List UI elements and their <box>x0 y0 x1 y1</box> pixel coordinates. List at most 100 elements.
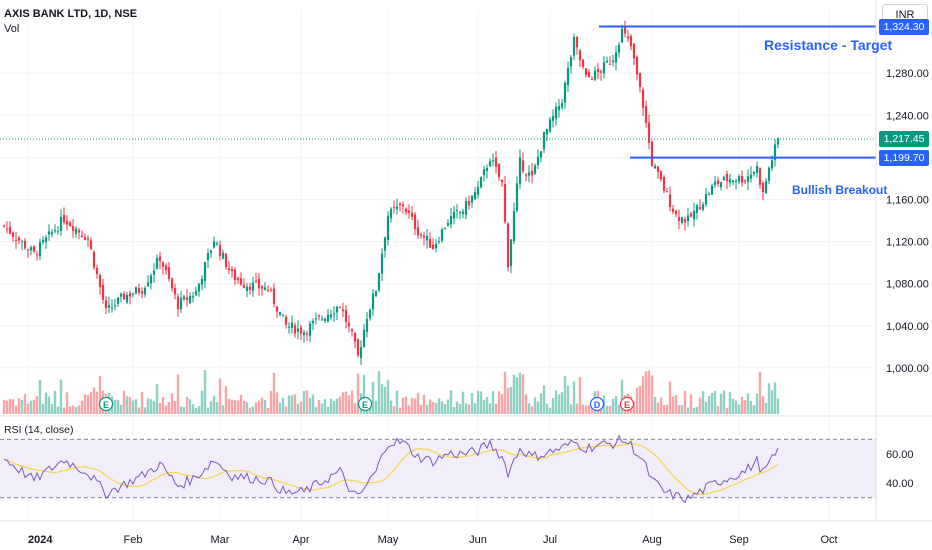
candle-body <box>494 157 498 167</box>
candle-body <box>749 174 753 179</box>
candle-body <box>746 176 750 182</box>
volume-bar <box>338 396 342 414</box>
price-tick-label: 1,160.00 <box>886 194 929 206</box>
candle-body <box>674 210 678 215</box>
candle-body <box>551 116 555 121</box>
volume-bar <box>506 387 510 414</box>
volume-bar <box>770 390 774 414</box>
key-levels <box>0 25 876 159</box>
candle-body <box>11 232 15 238</box>
volume-bar <box>458 403 462 414</box>
candle-body <box>449 216 453 225</box>
candle-body <box>95 267 99 275</box>
candle-body <box>590 78 594 80</box>
volume-bar <box>125 396 129 414</box>
candle-body <box>356 339 360 356</box>
volume-bar <box>62 407 66 414</box>
candle-body <box>287 326 291 328</box>
volume-bar <box>566 385 570 414</box>
dividend-marker-circle <box>589 396 605 412</box>
volume-bar <box>152 401 156 414</box>
candle-body <box>227 268 231 271</box>
candle-body <box>722 176 726 181</box>
volume-bar <box>488 403 492 414</box>
candle-body <box>266 289 270 291</box>
volume-bar <box>581 404 585 414</box>
candle-body <box>542 132 546 150</box>
volume-bar <box>314 407 318 414</box>
candle-body <box>254 280 258 282</box>
candle-body <box>206 253 210 261</box>
candle-body <box>632 43 636 59</box>
candle-body <box>92 251 96 268</box>
candle-body <box>251 282 255 291</box>
candle-body <box>482 169 486 176</box>
volume-bar <box>455 401 459 414</box>
candle-body <box>773 144 777 160</box>
volume-bar <box>437 398 441 414</box>
volume-bar <box>644 371 648 414</box>
candle-body <box>629 36 633 47</box>
candle-body <box>317 315 321 317</box>
candle-body <box>83 237 87 241</box>
volume-bar <box>533 397 537 414</box>
time-tick-label: Feb <box>124 534 143 546</box>
candle-body <box>179 298 183 310</box>
candle-body <box>164 265 168 271</box>
volume-bar <box>512 375 516 414</box>
volume-bar <box>239 394 243 414</box>
candle-body <box>329 314 333 318</box>
candle-body <box>506 223 510 268</box>
candle-body <box>98 274 102 288</box>
candle-body <box>611 60 615 63</box>
volume-bar <box>74 406 78 414</box>
volume-bar <box>311 394 315 414</box>
volume-bar <box>71 405 75 414</box>
volume-bar <box>287 395 291 414</box>
candle-body <box>539 151 543 158</box>
volume-bar <box>275 392 279 414</box>
volume-bar <box>764 403 768 414</box>
candle-body <box>572 37 576 56</box>
time-tick-label: Oct <box>820 534 837 546</box>
price-tick-label: 1,040.00 <box>886 321 929 333</box>
candle-body <box>698 206 702 210</box>
volume-bar <box>392 406 396 414</box>
volume-bar <box>281 397 285 414</box>
candle-body <box>560 103 564 108</box>
volume-bar <box>98 376 102 414</box>
volume-bar <box>719 393 723 414</box>
volume-bar <box>26 403 30 414</box>
volume-bar <box>404 396 408 414</box>
candle-body <box>737 176 741 182</box>
candle-body <box>776 138 780 145</box>
volume-bar <box>410 397 414 414</box>
candle-body <box>566 68 570 86</box>
candle-body <box>662 176 666 191</box>
candle-body <box>509 239 513 266</box>
candle-body <box>731 180 735 183</box>
candle-body <box>14 239 18 241</box>
candle-body <box>557 106 561 110</box>
price-tick-label: 1,240.00 <box>886 110 929 122</box>
volume-bar <box>173 401 177 414</box>
volume-bar <box>146 398 150 414</box>
candle-body <box>230 269 234 272</box>
volume-bar <box>197 406 201 414</box>
volume-bar <box>374 400 378 414</box>
candle-body <box>641 89 645 108</box>
candle-body <box>623 25 627 34</box>
volume-bar <box>188 399 192 414</box>
candle-body <box>524 174 528 176</box>
candle-body <box>653 165 657 169</box>
candle-body <box>761 183 765 193</box>
candle-body <box>743 180 747 182</box>
volume-bar <box>677 405 681 414</box>
candle-body <box>116 297 120 304</box>
volume-bar <box>518 372 522 414</box>
earnings-marker: E <box>624 400 630 410</box>
volume-bar <box>230 399 234 414</box>
candle-body <box>425 235 429 241</box>
candle-body <box>668 194 672 207</box>
